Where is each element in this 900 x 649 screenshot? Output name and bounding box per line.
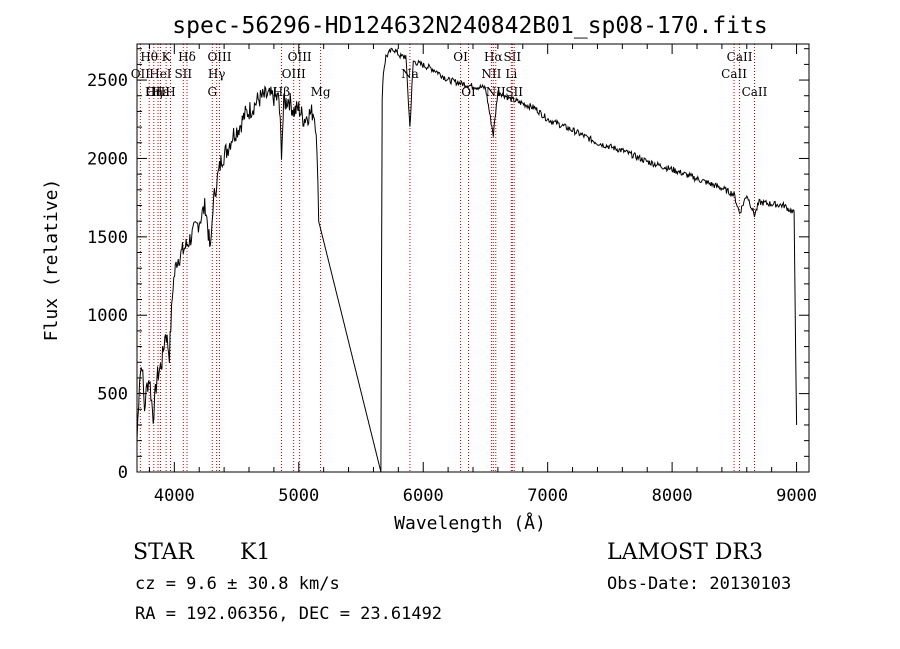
x-tick-label: 9000	[776, 486, 817, 506]
line-marker-label: OI	[453, 50, 468, 64]
x-tick-label: 4000	[154, 486, 195, 506]
line-marker-label: Hα	[484, 50, 503, 64]
x-tick-label: 7000	[527, 486, 568, 506]
line-marker-label: SII	[505, 85, 523, 99]
line-marker-label: NII	[481, 67, 501, 81]
line-marker-label: HeI	[149, 67, 172, 81]
line-marker-label: Na	[401, 67, 419, 81]
y-tick-label: 2500	[87, 71, 128, 91]
spectrum-line	[136, 47, 798, 473]
y-tick-label: 500	[97, 385, 128, 405]
x-tick-label: 5000	[278, 486, 319, 506]
line-marker-label: H	[165, 85, 175, 99]
x-axis-label: Wavelength (Å)	[394, 512, 546, 534]
line-marker-label: Mg	[311, 85, 331, 99]
line-marker-label: OIII	[146, 85, 170, 99]
line-marker-label: Hδ	[178, 50, 196, 64]
y-axis: 0 500 1000 1500 2000 2500	[87, 48, 809, 483]
chart-title: spec-56296-HD124632N240842B01_sp08-170.f…	[172, 13, 767, 39]
obs-date: Obs-Date: 20130103	[607, 574, 792, 594]
x-tick-label: 8000	[652, 486, 693, 506]
redshift-line: cz = 9.6 ± 30.8 km/s	[135, 574, 340, 594]
line-marker-label: OIII	[288, 50, 312, 64]
object-subclass: K1	[240, 540, 271, 565]
y-tick-label: 2000	[87, 149, 128, 169]
line-marker-label: SII	[174, 67, 192, 81]
survey-name: LAMOST DR3	[607, 540, 763, 565]
line-marker-label: Li	[505, 67, 517, 81]
y-axis-label: Flux (relative)	[41, 179, 62, 342]
y-tick-label: 0	[118, 463, 128, 483]
line-marker-label: Hη	[145, 85, 163, 99]
line-marker-label: K	[162, 50, 172, 64]
y-tick-label: 1500	[87, 228, 128, 248]
y-tick-label: 1000	[87, 306, 128, 326]
line-marker-label: SII	[503, 50, 521, 64]
line-marker-label: G	[207, 85, 217, 99]
x-tick-label: 6000	[403, 486, 444, 506]
coordinates: RA = 192.06356, DEC = 23.61492	[135, 604, 443, 624]
line-marker-label: OII	[131, 67, 151, 81]
plot-frame	[136, 43, 810, 473]
line-marker-label: OIII	[282, 67, 306, 81]
x-axis: 4000 5000 6000 7000 8000 9000	[148, 44, 817, 506]
spectrum-series	[136, 47, 798, 473]
line-marker-label: Hθ	[140, 50, 158, 64]
line-marker-label: CaII	[742, 85, 768, 99]
line-marker-label: Hγ	[208, 67, 226, 81]
line-marker-label: CaII	[727, 50, 753, 64]
object-class: STAR	[133, 540, 194, 565]
line-marker-label: CaII	[721, 67, 747, 81]
line-marker-label: OIII	[207, 50, 231, 64]
